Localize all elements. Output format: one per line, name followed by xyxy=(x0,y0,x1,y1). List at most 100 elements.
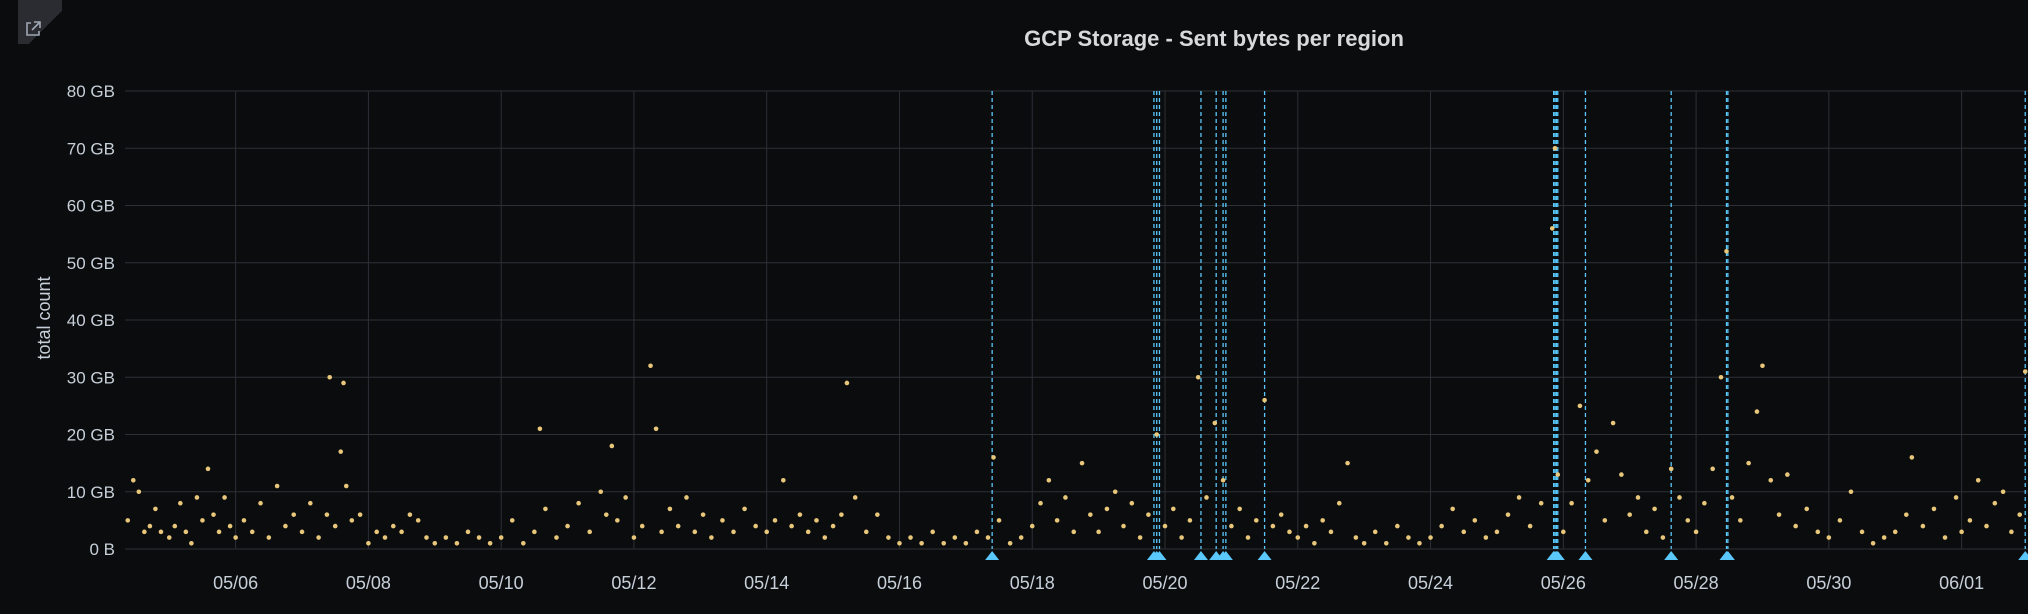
data-point xyxy=(1942,535,1948,540)
data-point xyxy=(1931,506,1937,512)
data-point xyxy=(1162,523,1168,529)
data-point xyxy=(424,535,429,540)
data-point xyxy=(2022,369,2028,374)
data-point xyxy=(700,512,706,517)
data-point xyxy=(1262,397,1267,403)
data-point xyxy=(1959,529,1964,535)
data-point xyxy=(623,495,628,500)
data-point xyxy=(1038,500,1043,506)
data-point xyxy=(194,495,200,500)
data-point xyxy=(886,535,891,540)
y-tick-label: 50 GB xyxy=(67,254,115,273)
data-point xyxy=(1967,518,1973,523)
data-point xyxy=(258,500,263,506)
data-point xyxy=(863,529,869,535)
data-point xyxy=(598,489,604,495)
data-point xyxy=(2017,512,2023,517)
data-point xyxy=(603,512,609,517)
data-point xyxy=(1738,518,1743,523)
data-point xyxy=(709,535,714,540)
data-point xyxy=(1112,489,1118,495)
data-point xyxy=(1660,535,1666,540)
data-point xyxy=(509,518,515,523)
data-point xyxy=(1320,518,1325,523)
data-point xyxy=(1643,529,1649,535)
data-point xyxy=(227,523,233,529)
x-tick-label: 05/12 xyxy=(611,573,656,593)
data-point xyxy=(1450,506,1455,512)
data-point xyxy=(930,529,935,535)
data-point xyxy=(382,535,388,540)
data-point xyxy=(1746,460,1751,466)
data-point xyxy=(130,478,136,483)
data-point xyxy=(166,535,172,540)
data-point xyxy=(631,535,637,540)
data-point xyxy=(814,518,819,523)
data-point xyxy=(1220,478,1226,483)
data-point xyxy=(1975,478,1981,483)
data-point xyxy=(1171,506,1176,512)
annotation-marker-icon xyxy=(1720,551,1735,560)
annotation-marker-icon xyxy=(2018,551,2028,560)
data-point xyxy=(1785,472,1790,477)
data-point xyxy=(1129,500,1135,506)
data-point xyxy=(1984,523,1989,529)
data-point xyxy=(1088,512,1093,517)
y-tick-label: 10 GB xyxy=(67,483,115,502)
data-point xyxy=(1372,529,1378,535)
annotation-marker-icon xyxy=(1193,551,1208,560)
data-point xyxy=(1237,506,1242,512)
data-point xyxy=(183,529,189,535)
data-point xyxy=(996,518,1002,523)
data-point xyxy=(875,512,880,517)
data-point xyxy=(338,449,344,454)
data-point xyxy=(178,500,183,506)
data-point xyxy=(142,529,147,535)
data-point xyxy=(308,500,313,506)
data-point xyxy=(830,523,836,529)
data-point xyxy=(1295,535,1301,540)
data-point xyxy=(1353,535,1359,540)
data-point xyxy=(1483,535,1489,540)
data-point xyxy=(249,529,255,535)
data-point xyxy=(753,523,758,529)
x-tick-label: 05/26 xyxy=(1541,573,1586,593)
data-point xyxy=(200,518,205,523)
data-point xyxy=(1439,523,1444,529)
data-point xyxy=(659,529,664,535)
y-axis-ticks: 0 B 10 GB 20 GB 30 GB 40 GB 50 GB 60 GB 70 GB 80… xyxy=(67,82,115,559)
data-point xyxy=(648,363,653,369)
data-point xyxy=(233,535,238,540)
data-point xyxy=(366,540,371,546)
data-point xyxy=(498,535,504,540)
data-point xyxy=(241,518,247,523)
data-point xyxy=(1229,523,1234,529)
data-point xyxy=(1685,518,1691,523)
panel-link-corner[interactable] xyxy=(18,0,62,44)
data-point xyxy=(1903,512,1909,517)
data-point xyxy=(407,512,413,517)
data-point xyxy=(1494,529,1500,535)
data-point xyxy=(852,495,858,500)
data-point xyxy=(1668,466,1674,472)
x-tick-label: 05/18 xyxy=(1010,573,1055,593)
data-point xyxy=(327,374,332,380)
data-point xyxy=(1627,512,1632,517)
data-point xyxy=(1776,512,1782,517)
data-point xyxy=(1804,506,1810,512)
data-point xyxy=(919,540,924,546)
data-point xyxy=(291,512,297,517)
data-point xyxy=(1635,495,1641,500)
data-point xyxy=(543,506,548,512)
data-point xyxy=(1018,535,1024,540)
data-point xyxy=(125,518,131,523)
data-point xyxy=(432,540,438,546)
data-point xyxy=(1561,529,1566,535)
data-point xyxy=(172,523,178,529)
data-point xyxy=(1516,495,1522,500)
data-point xyxy=(1909,455,1915,460)
y-tick-label: 60 GB xyxy=(67,197,115,216)
data-point xyxy=(1345,460,1350,466)
data-point xyxy=(805,529,811,535)
data-point xyxy=(266,535,272,540)
